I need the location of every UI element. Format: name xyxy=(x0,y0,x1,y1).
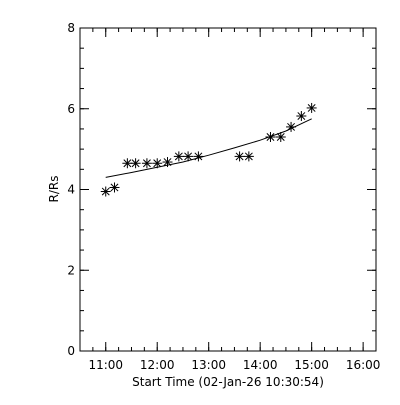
data-point-asterisk xyxy=(234,151,245,162)
data-point-asterisk xyxy=(265,132,276,143)
data-point-asterisk xyxy=(109,182,120,193)
asterisk-stroke xyxy=(297,112,306,120)
asterisk-stroke xyxy=(194,152,203,161)
data-point-asterisk xyxy=(162,157,173,168)
y-tick-label: 8 xyxy=(67,21,75,35)
data-point-asterisk xyxy=(173,151,184,162)
data-point-asterisk xyxy=(193,151,204,162)
x-axis-label: Start Time (02-Jan-26 10:30:54) xyxy=(132,375,324,389)
data-point-asterisk xyxy=(296,111,307,122)
data-point-asterisk xyxy=(141,158,152,169)
y-tick-label: 2 xyxy=(67,263,75,277)
asterisk-stroke xyxy=(131,159,140,168)
data-points xyxy=(100,102,317,197)
x-tick-label: 11:00 xyxy=(88,358,123,372)
asterisk-stroke xyxy=(163,158,172,166)
asterisk-stroke xyxy=(276,133,285,141)
x-axis-ticks: 11:00 12:00 13:00 14:00 15:00 16:00 xyxy=(79,28,381,372)
asterisk-stroke xyxy=(174,152,183,161)
data-point-asterisk xyxy=(306,102,317,113)
asterisk-stroke xyxy=(110,183,119,192)
y-tick-label: 4 xyxy=(67,183,75,197)
x-tick-label: 12:00 xyxy=(140,358,175,372)
y-tick-label: 6 xyxy=(67,102,75,116)
asterisk-stroke xyxy=(307,103,316,112)
asterisk-stroke xyxy=(244,152,253,161)
x-tick-label: 13:00 xyxy=(191,358,226,372)
data-point-asterisk xyxy=(243,151,254,162)
asterisk-stroke xyxy=(123,159,132,168)
data-point-asterisk xyxy=(100,186,111,197)
asterisk-stroke xyxy=(184,152,193,161)
asterisk-stroke xyxy=(101,187,110,196)
fit-line xyxy=(105,118,312,178)
data-point-asterisk xyxy=(130,158,141,169)
data-point-asterisk xyxy=(275,132,286,143)
plot-frame xyxy=(79,27,377,352)
x-tick-label: 14:00 xyxy=(243,358,278,372)
asterisk-stroke xyxy=(142,159,151,168)
y-axis-label: R/Rs xyxy=(47,176,61,203)
y-tick-label: 0 xyxy=(67,344,75,358)
asterisk-stroke xyxy=(287,122,296,131)
asterisk-stroke xyxy=(235,152,244,161)
y-axis-ticks: 0 2 4 6 8 xyxy=(67,21,376,358)
fit-line-group xyxy=(105,118,312,178)
asterisk-stroke xyxy=(153,159,162,168)
x-tick-label: 16:00 xyxy=(346,358,381,372)
data-point-asterisk xyxy=(152,158,163,169)
data-point-asterisk xyxy=(183,151,194,162)
x-tick-label: 15:00 xyxy=(294,358,329,372)
data-point-asterisk xyxy=(286,121,297,132)
asterisk-stroke xyxy=(266,133,275,141)
